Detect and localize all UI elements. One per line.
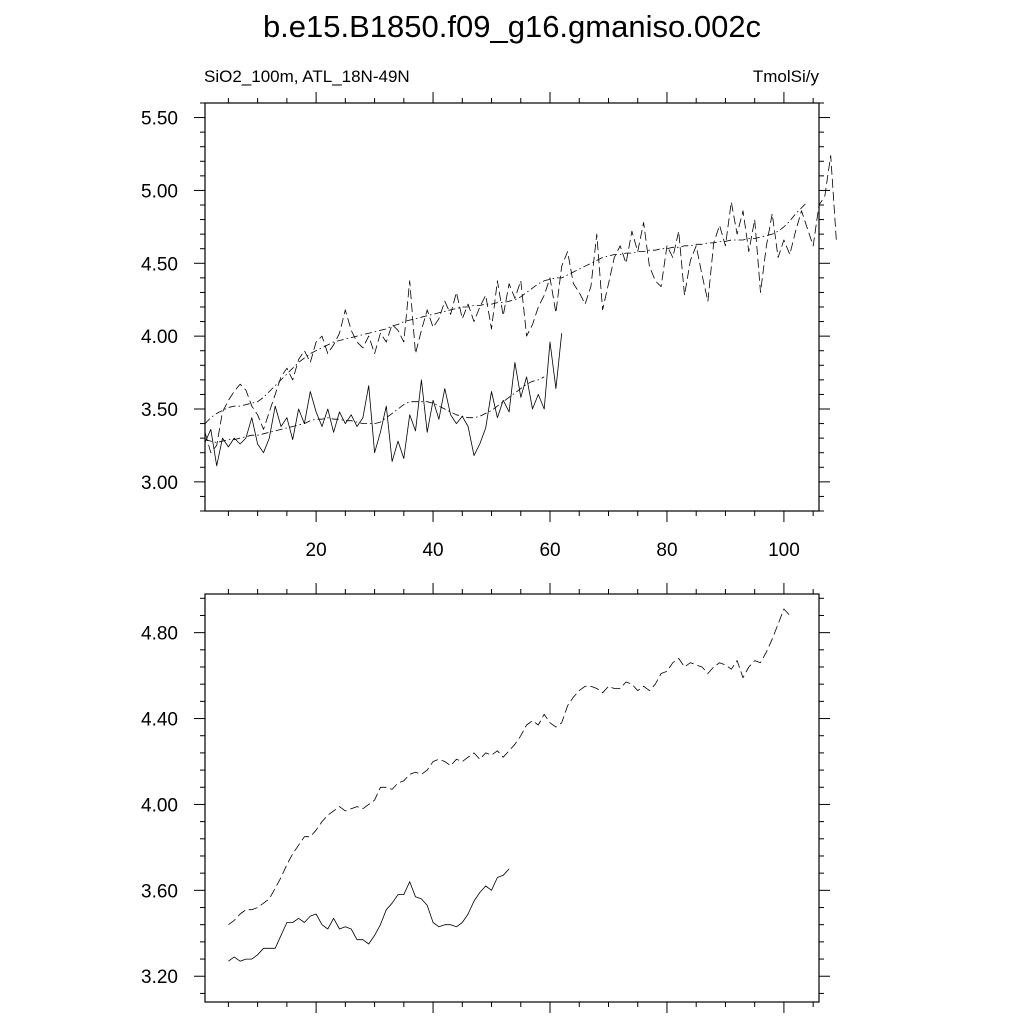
- bottom-y-tick-label: 4.40: [141, 710, 178, 731]
- bottom-plot-frame: [204, 593, 820, 1003]
- top-series-3-dashed-line: [204, 155, 837, 454]
- top-y-tick-label: 5.00: [141, 181, 178, 202]
- chart-title: b.e15.B1850.f09_g16.gmaniso.002c: [263, 9, 761, 44]
- top-series-1-solid-line: [204, 333, 563, 467]
- top-plot-frame: [204, 102, 820, 512]
- bottom-y-tick-label: 4.00: [141, 795, 178, 816]
- top-y-tick-label: 5.50: [141, 109, 178, 130]
- top-x-tick-label: 60: [539, 540, 560, 561]
- top-series-2-dot-dash-line: [204, 376, 545, 443]
- chart-units-label: TmolSi/y: [753, 67, 820, 86]
- bottom-y-tick-label: 3.20: [141, 967, 178, 988]
- top-x-tick-label: 80: [656, 540, 677, 561]
- top-series-4-dot-dash-line: [204, 201, 808, 424]
- bottom-series-2-dashed-line: [228, 608, 791, 926]
- top-y-tick-label: 3.00: [141, 473, 178, 494]
- top-x-tick-label: 100: [768, 540, 800, 561]
- top-line-chart: 20 40 60 80 100 3.00 3.50 4.00 4.50 5.00 5.50: [141, 92, 837, 561]
- bottom-y-tick-label: 3.60: [141, 881, 178, 902]
- bottom-y-tick-label: 4.80: [141, 624, 178, 645]
- top-y-tick-label: 4.00: [141, 327, 178, 348]
- bottom-series-1-solid-line: [228, 868, 510, 962]
- bottom-line-chart: 3.20 3.60 4.00 4.40 4.80: [141, 583, 830, 1013]
- top-x-tick-label: 40: [422, 540, 443, 561]
- top-y-tick-label: 4.50: [141, 254, 178, 275]
- chart-subtitle-left: SiO2_100m, ATL_18N-49N: [204, 67, 410, 86]
- top-y-tick-label: 3.50: [141, 400, 178, 421]
- top-x-tick-label: 20: [306, 540, 327, 561]
